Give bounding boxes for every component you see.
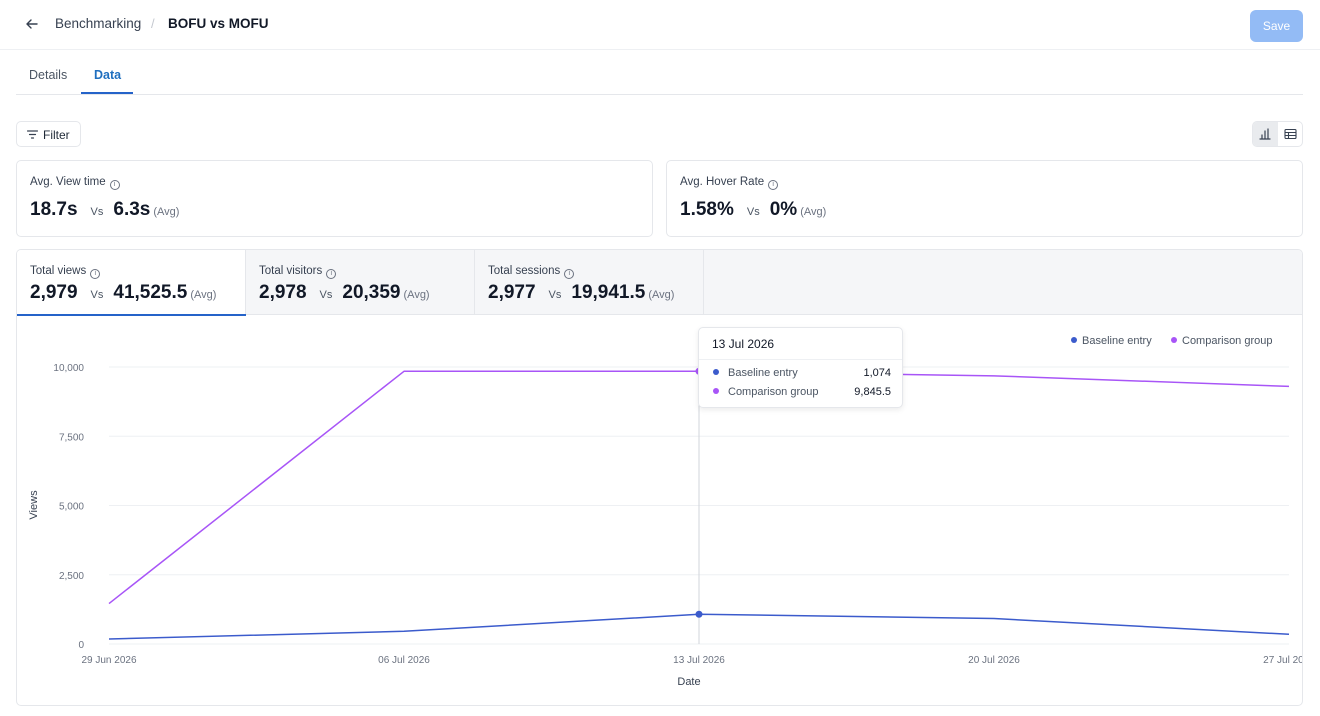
- data-point: [695, 610, 703, 618]
- breadcrumb-separator: /: [151, 16, 155, 31]
- metric-label: Total visitors i: [259, 265, 337, 279]
- filter-label: Filter: [43, 128, 70, 142]
- metric-value: 2,979: [30, 282, 78, 303]
- metric-compare-value: 20,359: [342, 282, 401, 303]
- chart-panel: Total views i 2,979 Vs 41,525.5 (Avg) Total …: [16, 249, 1303, 706]
- vs-label: Vs: [746, 206, 760, 218]
- x-tick-label: 06 Jul 2026: [378, 655, 430, 666]
- table-icon: [1284, 128, 1297, 140]
- card-compare-value: 0%: [769, 199, 798, 220]
- legend-swatch: [1071, 337, 1077, 343]
- metric-value: 2,978: [259, 282, 307, 303]
- card-value: 18.7s: [30, 199, 78, 220]
- tooltip-value: 9,845.5: [854, 386, 891, 398]
- legend-swatch: [1171, 337, 1177, 343]
- info-icon[interactable]: i: [90, 269, 101, 279]
- metric-compare-value: 41,525.5: [113, 282, 188, 303]
- vs-label: Vs: [319, 289, 333, 301]
- x-tick-label: 20 Jul 2026: [968, 655, 1020, 666]
- avg-label: (Avg): [153, 206, 180, 218]
- vs-label: Vs: [90, 206, 104, 218]
- table-view-button[interactable]: [1278, 122, 1302, 146]
- card-values: 18.7s Vs 6.3s (Avg): [30, 199, 179, 221]
- metric-tabs: Total views i 2,979 Vs 41,525.5 (Avg) Total …: [17, 250, 1302, 316]
- active-tab-indicator: [81, 92, 133, 94]
- filter-button[interactable]: Filter: [16, 121, 81, 147]
- metric-label: Total views i: [30, 265, 101, 279]
- metric-tab-total-sessions[interactable]: Total sessions i 2,977 Vs 19,941.5 (Avg): [475, 250, 704, 315]
- tooltip-title: 13 Jul 2026: [712, 337, 775, 351]
- legend-comparison[interactable]: Comparison group: [1171, 335, 1273, 347]
- avg-label: (Avg): [800, 206, 827, 218]
- tooltip-swatch: [713, 388, 719, 394]
- vs-label: Vs: [90, 289, 104, 301]
- y-tick-label: 10,000: [53, 363, 84, 374]
- info-icon[interactable]: i: [564, 269, 575, 279]
- active-metric-indicator: [17, 314, 246, 316]
- metric-compare-value: 19,941.5: [571, 282, 646, 303]
- top-bar: Benchmarking / BOFU vs MOFU Save: [0, 0, 1320, 50]
- tooltip-row-baseline: Baseline entry 1,074: [713, 367, 891, 379]
- metric-label: Total sessions i: [488, 265, 575, 279]
- info-icon[interactable]: i: [326, 269, 337, 279]
- card-compare-value: 6.3s: [113, 199, 151, 220]
- tab-data[interactable]: Data: [94, 68, 122, 82]
- card-label: Avg. View time i: [30, 176, 120, 190]
- x-tick-label: 29 Jun 2026: [81, 655, 136, 666]
- x-axis-title: Date: [677, 676, 700, 688]
- y-axis-title: Views: [28, 490, 40, 520]
- view-toggle: [1252, 121, 1303, 147]
- breadcrumb-benchmarking[interactable]: Benchmarking: [55, 16, 142, 31]
- vs-label: Vs: [548, 289, 562, 301]
- card-values: 1.58% Vs 0% (Avg): [680, 199, 826, 221]
- info-icon[interactable]: i: [109, 180, 120, 190]
- card-label: Avg. Hover Rate i: [680, 176, 779, 190]
- metric-value: 2,977: [488, 282, 536, 303]
- summary-card-view-time: Avg. View time i 18.7s Vs 6.3s (Avg): [16, 160, 653, 237]
- tooltip-row-comparison: Comparison group 9,845.5: [713, 386, 891, 398]
- y-tick-label: 0: [78, 640, 84, 651]
- y-tick-label: 7,500: [59, 432, 84, 443]
- page-title: BOFU vs MOFU: [168, 16, 269, 31]
- avg-label: (Avg): [190, 289, 217, 301]
- metric-values: 2,979 Vs 41,525.5 (Avg): [30, 282, 216, 304]
- card-value: 1.58%: [680, 199, 734, 220]
- tooltip-series-name: Comparison group: [728, 386, 819, 398]
- metric-values: 2,977 Vs 19,941.5 (Avg): [488, 282, 674, 304]
- summary-card-hover-rate: Avg. Hover Rate i 1.58% Vs 0% (Avg): [666, 160, 1303, 237]
- line-chart: 0 2,500 5,000 7,500 10,000 29 Jun 2026 06 Jul …: [28, 355, 1303, 688]
- avg-label: (Avg): [648, 289, 675, 301]
- save-button[interactable]: Save: [1250, 10, 1303, 42]
- y-tick-label: 5,000: [59, 502, 84, 513]
- chart-tooltip: 13 Jul 2026 Baseline entry 1,074 Compari…: [698, 327, 903, 408]
- filter-icon: [27, 130, 38, 139]
- tab-bar: Details Data: [16, 54, 1303, 95]
- tooltip-series-name: Baseline entry: [728, 367, 798, 379]
- chart-view-button[interactable]: [1253, 122, 1278, 146]
- tab-details[interactable]: Details: [29, 68, 68, 82]
- tooltip-value: 1,074: [863, 367, 891, 379]
- metric-values: 2,978 Vs 20,359 (Avg): [259, 282, 430, 304]
- tooltip-divider: [699, 359, 902, 360]
- info-icon[interactable]: i: [768, 180, 779, 190]
- metric-tab-total-views[interactable]: Total views i 2,979 Vs 41,525.5 (Avg): [17, 250, 246, 316]
- y-tick-label: 2,500: [59, 571, 84, 582]
- avg-label: (Avg): [403, 289, 430, 301]
- x-tick-label: 13 Jul 2026: [673, 655, 725, 666]
- back-arrow-icon[interactable]: [22, 14, 42, 34]
- tooltip-swatch: [713, 369, 719, 375]
- legend-baseline[interactable]: Baseline entry: [1071, 335, 1152, 347]
- x-tick-label: 27 Jul 2026: [1263, 655, 1303, 666]
- metric-tab-total-visitors[interactable]: Total visitors i 2,978 Vs 20,359 (Avg): [246, 250, 475, 315]
- bar-chart-icon: [1259, 128, 1271, 140]
